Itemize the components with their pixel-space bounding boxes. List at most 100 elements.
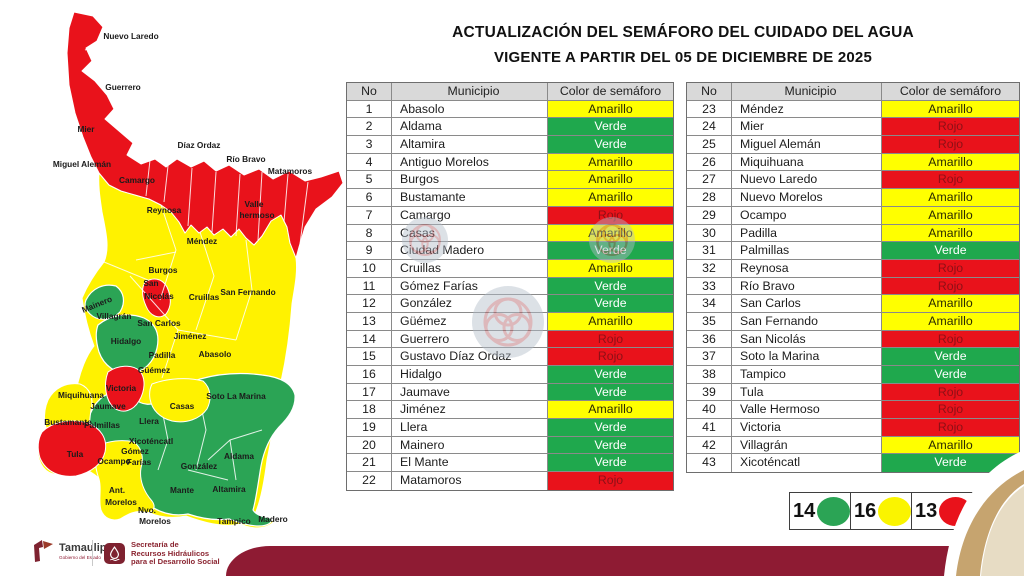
- cell-no: 22: [347, 472, 392, 490]
- table-row: 43 Xicoténcatl Verde: [687, 454, 1019, 473]
- cell-semaforo-color: Rojo: [882, 259, 1019, 278]
- cell-municipio: Altamira: [392, 136, 548, 154]
- cell-no: 14: [347, 330, 392, 349]
- map-label: Gómez: [121, 446, 149, 456]
- map-label: Miquihuana: [58, 390, 104, 400]
- corner-swoosh-decoration: [944, 450, 1024, 576]
- header-municipio: Municipio: [392, 83, 548, 101]
- table-row: 16 Hidalgo Verde: [347, 366, 673, 384]
- map-label: Tampico: [217, 516, 251, 526]
- map-label: Méndez: [187, 236, 217, 246]
- cell-municipio: Palmillas: [732, 242, 882, 260]
- table-row: 41 Victoria Rojo: [687, 419, 1019, 437]
- table-row: 6 Bustamante Amarillo: [347, 189, 673, 207]
- table-row: 1 Abasolo Amarillo: [347, 100, 673, 119]
- cell-no: 5: [347, 171, 392, 190]
- cell-no: 11: [347, 277, 392, 296]
- map-label: Abasolo: [199, 349, 232, 359]
- cell-semaforo-color: Rojo: [882, 401, 1019, 420]
- cell-semaforo-color: Amarillo: [882, 224, 1019, 243]
- cell-semaforo-color: Rojo: [548, 330, 673, 349]
- table-row: 39 Tula Rojo: [687, 383, 1019, 402]
- water-drop-icon: [104, 543, 125, 565]
- cell-municipio: González: [392, 295, 548, 313]
- table-row: 33 Río Bravo Rojo: [687, 277, 1019, 296]
- cell-no: 40: [687, 401, 732, 420]
- cell-no: 1: [347, 100, 392, 119]
- map-label: Güémez: [138, 365, 170, 375]
- map-label: Nicolás: [144, 291, 174, 301]
- cell-municipio: Méndez: [732, 100, 882, 119]
- table-row: 42 Villagrán Amarillo: [687, 436, 1019, 455]
- cell-semaforo-color: Amarillo: [548, 171, 673, 190]
- cell-municipio: Gómez Farías: [392, 277, 548, 296]
- secretariat-line-3: para el Desarrollo Social: [131, 557, 220, 567]
- cell-no: 20: [347, 436, 392, 455]
- map-label: Río Bravo: [226, 154, 265, 164]
- cell-semaforo-color: Verde: [882, 242, 1019, 260]
- table-row: 19 Llera Verde: [347, 419, 673, 437]
- cell-semaforo-color: Verde: [882, 348, 1019, 366]
- table-row: 30 Padilla Amarillo: [687, 224, 1019, 243]
- map-labels: Nuevo Laredo Guerrero Mier Díaz Ordaz Miguel…: [44, 31, 312, 526]
- table-row: 37 Soto la Marina Verde: [687, 348, 1019, 366]
- table-row: 20 Mainero Verde: [347, 436, 673, 455]
- map-label: Aldama: [224, 451, 254, 461]
- map-region-hidalgo: [95, 314, 159, 375]
- map-region-casas: [149, 378, 211, 423]
- cell-semaforo-color: Rojo: [882, 136, 1019, 154]
- footer: Tamaulipas Gobierno del Estado Secretarí…: [0, 534, 1024, 576]
- secretariat-line-1: Secretaría de: [131, 540, 179, 549]
- cell-municipio: Nuevo Morelos: [732, 189, 882, 207]
- cell-municipio: Güémez: [392, 312, 548, 331]
- cell-no: 23: [687, 100, 732, 119]
- table-row: 18 Jiménez Amarillo: [347, 401, 673, 420]
- header-color: Color de semáforo: [882, 83, 1019, 101]
- table-row: 34 San Carlos Amarillo: [687, 295, 1019, 313]
- cell-municipio: Abasolo: [392, 100, 548, 119]
- cell-municipio: Reynosa: [732, 259, 882, 278]
- cell-semaforo-color: Amarillo: [882, 206, 1019, 225]
- cell-municipio: Jiménez: [392, 401, 548, 420]
- map-region-ocampo-morelos: [95, 440, 155, 521]
- header-municipio: Municipio: [732, 83, 882, 101]
- cell-no: 35: [687, 312, 732, 331]
- cell-no: 7: [347, 206, 392, 225]
- cell-no: 10: [347, 259, 392, 278]
- cell-municipio: Antiguo Morelos: [392, 153, 548, 172]
- map-label: Cruillas: [189, 292, 220, 302]
- cell-municipio: Ciudad Madero: [392, 242, 548, 260]
- cell-semaforo-color: Amarillo: [882, 312, 1019, 331]
- table-row: 38 Tampico Verde: [687, 366, 1019, 384]
- cell-no: 3: [347, 136, 392, 154]
- cell-no: 32: [687, 259, 732, 278]
- map-label: hermoso: [239, 210, 274, 220]
- cell-no: 37: [687, 348, 732, 366]
- cell-semaforo-color: Rojo: [548, 348, 673, 366]
- cell-semaforo-color: Rojo: [882, 330, 1019, 349]
- cell-semaforo-color: Rojo: [548, 472, 673, 490]
- cell-municipio: Matamoros: [392, 472, 548, 490]
- map-label: Matamoros: [268, 166, 313, 176]
- cell-municipio: Bustamante: [392, 189, 548, 207]
- cell-municipio: Villagrán: [732, 436, 882, 455]
- map-label: Altamira: [212, 484, 246, 494]
- legend-color-dot: [878, 496, 912, 526]
- map-label: Llera: [139, 416, 159, 426]
- map-region-tula: [37, 420, 107, 477]
- cell-semaforo-color: Amarillo: [548, 153, 673, 172]
- table-row: 21 El Mante Verde: [347, 454, 673, 473]
- map-label: Camargo: [119, 175, 155, 185]
- map-region-victoria: [105, 365, 145, 412]
- cell-no: 43: [687, 454, 732, 473]
- table-row: 3 Altamira Verde: [347, 136, 673, 154]
- cell-municipio: Soto la Marina: [732, 348, 882, 366]
- cell-municipio: San Nicolás: [732, 330, 882, 349]
- cell-no: 39: [687, 383, 732, 402]
- legend-count: 14: [793, 499, 816, 522]
- table-row: 32 Reynosa Rojo: [687, 259, 1019, 278]
- cell-municipio: San Carlos: [732, 295, 882, 313]
- semaforo-table-left: No Municipio Color de semáforo 1 Abasolo Amar…: [346, 82, 674, 491]
- map-label: Jaumave: [90, 401, 126, 411]
